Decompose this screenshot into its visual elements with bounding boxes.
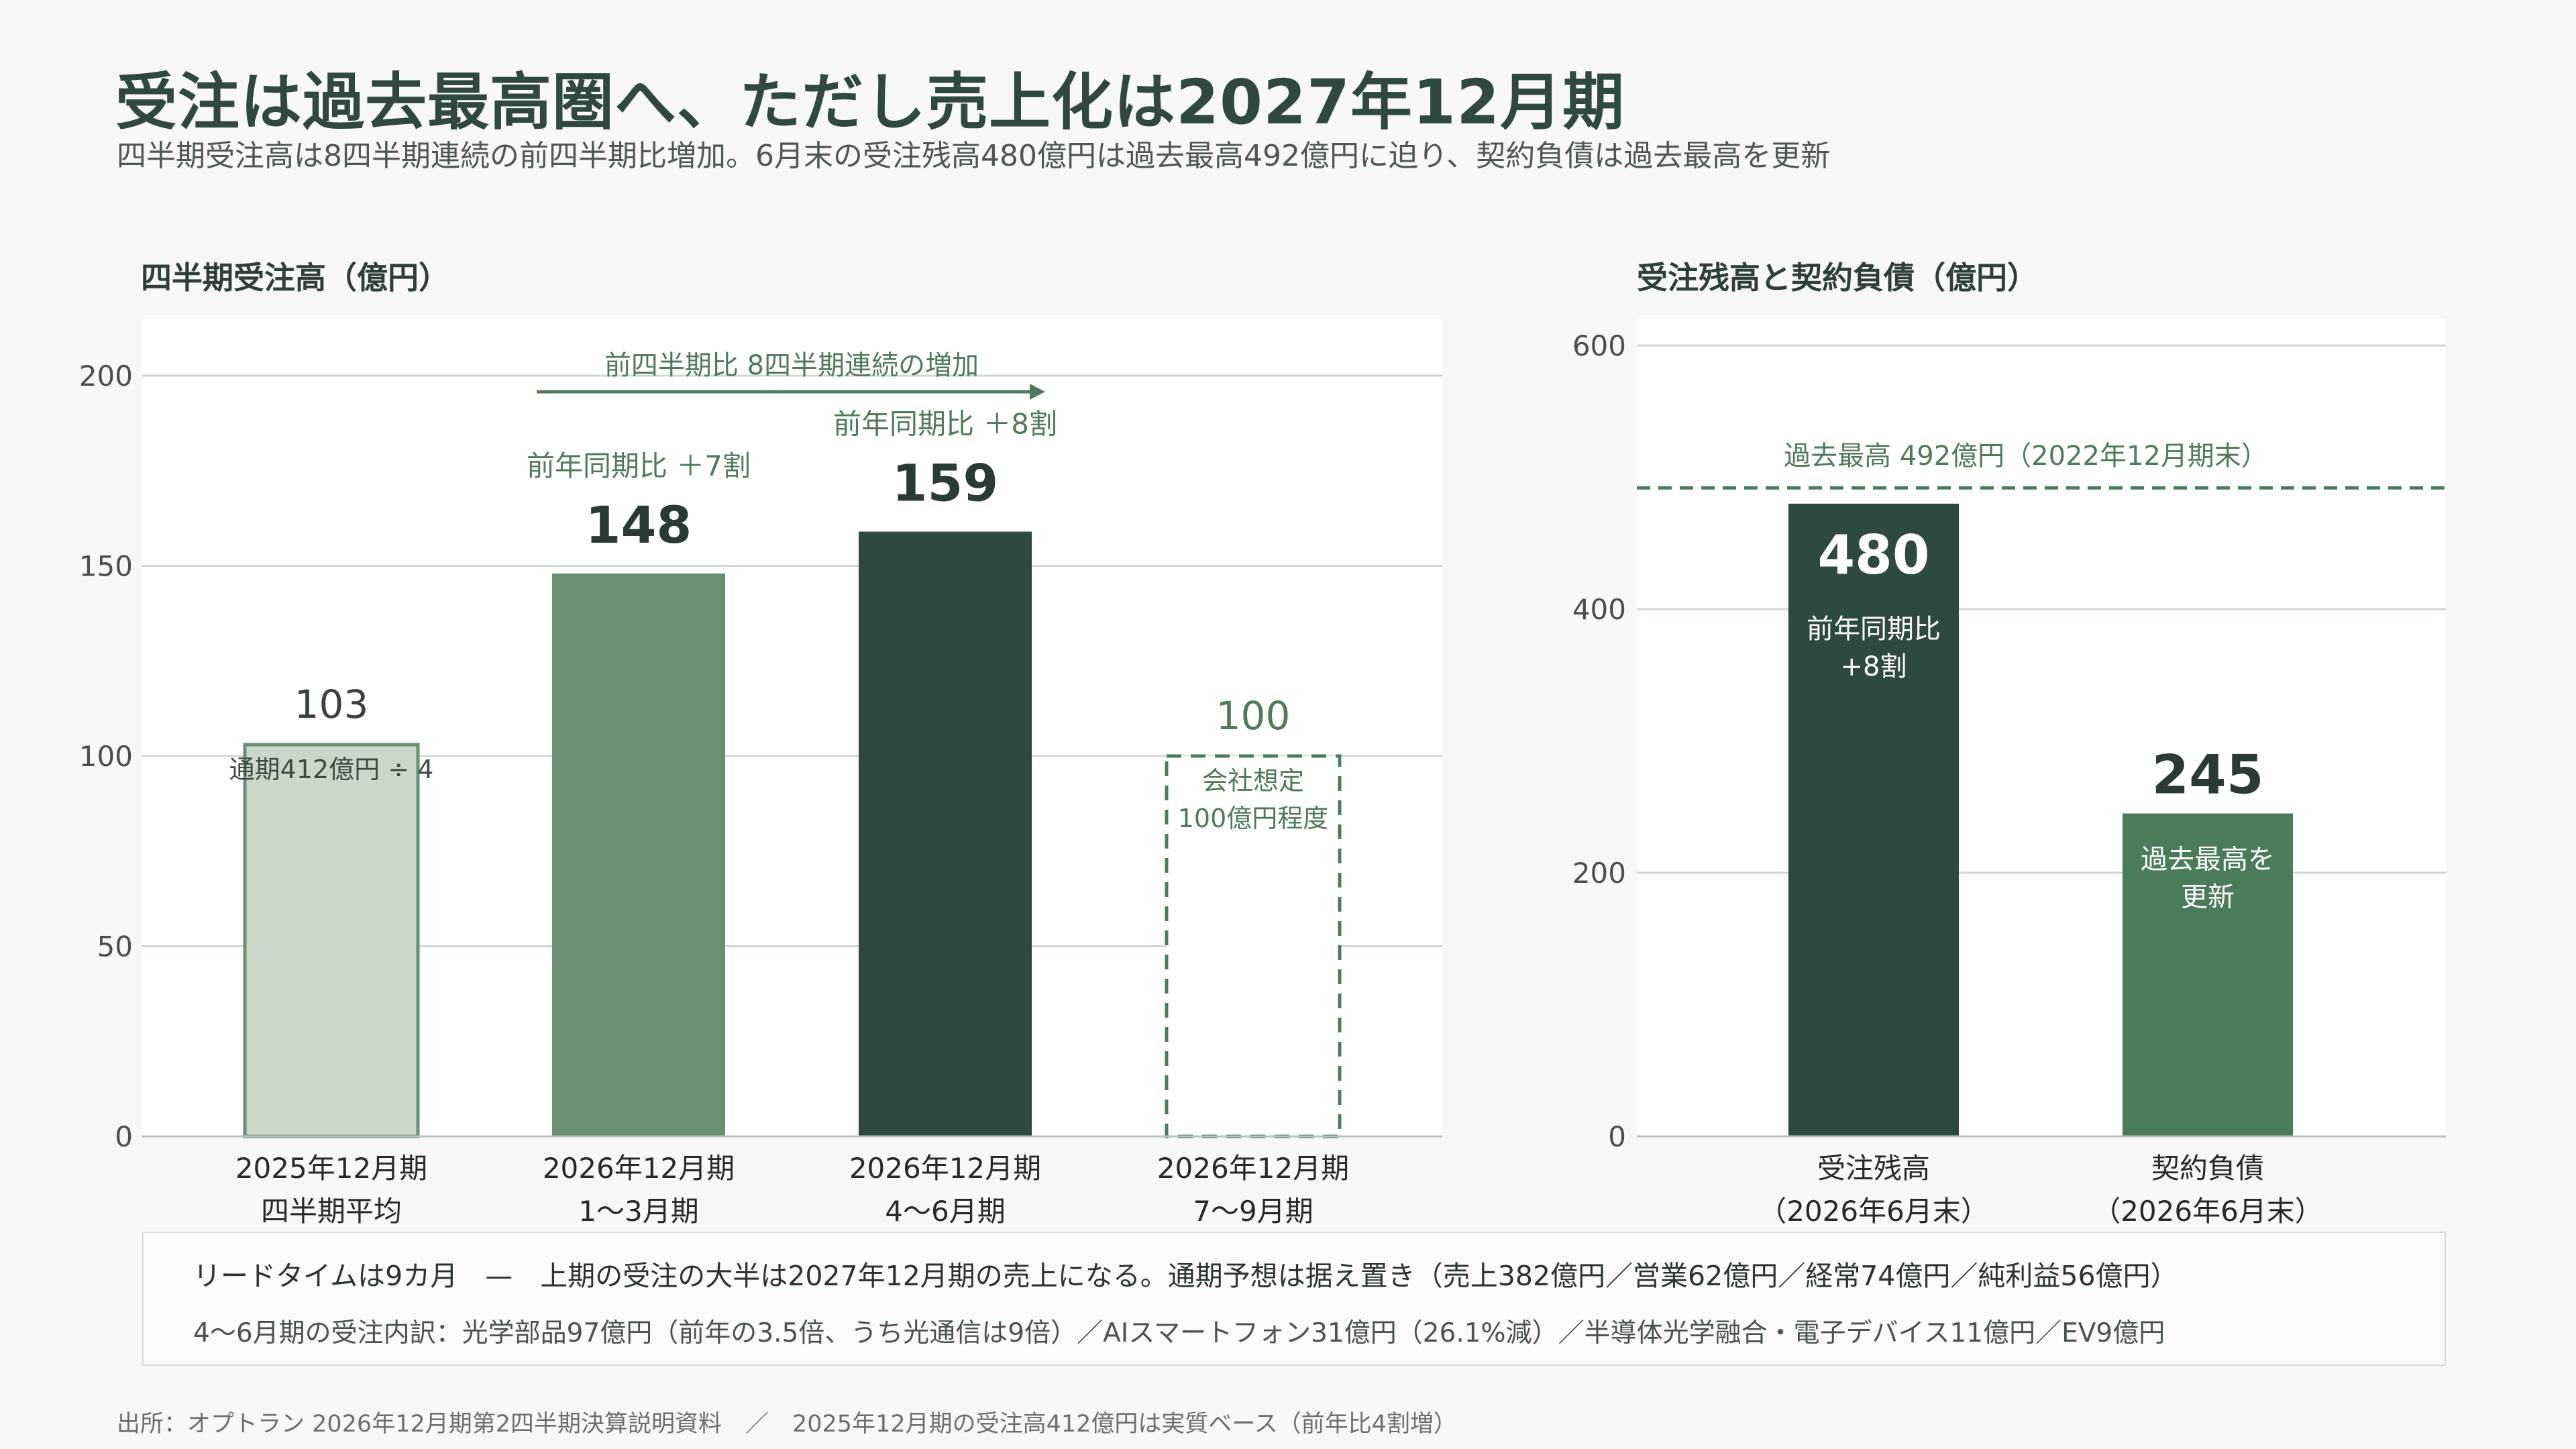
left-category-label: 4〜6月期 bbox=[885, 1195, 1005, 1228]
left-y-tick-label: 150 bbox=[79, 550, 133, 583]
right-bar-value-label: 480 bbox=[1818, 524, 1930, 586]
left-y-tick-label: 0 bbox=[115, 1120, 133, 1153]
note-lead-time: リードタイムは9カ月 — 上期の受注の大半は2027年12月期の売上になる。通期… bbox=[193, 1260, 2178, 1292]
left-bar-value-label: 100 bbox=[1216, 693, 1291, 739]
right-bar-note: 過去最高を bbox=[2141, 845, 2275, 875]
page-subtitle: 四半期受注高は8四半期連続の前四半期比増加。6月末の受注残高480億円は過去最高… bbox=[117, 139, 1831, 173]
left-chart-title: 四半期受注高（億円） bbox=[141, 260, 449, 296]
left-category-label: 2025年12月期 bbox=[235, 1152, 427, 1185]
right-category-label: 契約負債 bbox=[2151, 1152, 2264, 1185]
left-bar-value-label: 103 bbox=[294, 682, 369, 727]
right-y-tick-label: 400 bbox=[1572, 593, 1626, 626]
right-y-tick-label: 200 bbox=[1572, 857, 1626, 890]
notes-box: リードタイムは9カ月 — 上期の受注の大半は2027年12月期の売上になる。通期… bbox=[142, 1232, 2446, 1366]
right-bar-note: 更新 bbox=[2181, 882, 2235, 913]
right-category-label: 受注残高 bbox=[1817, 1152, 1930, 1185]
right-bar-note: 前年同期比 bbox=[1807, 614, 1941, 645]
left-category-label: 2026年12月期 bbox=[1157, 1152, 1349, 1185]
left-y-tick-label: 50 bbox=[97, 930, 133, 963]
left-category-label: 2026年12月期 bbox=[849, 1152, 1041, 1185]
right-y-tick-label: 0 bbox=[1608, 1120, 1626, 1153]
left-y-tick-label: 100 bbox=[79, 740, 133, 773]
left-y-tick-label: 200 bbox=[79, 360, 133, 392]
right-bar-value-label: 245 bbox=[2152, 744, 2264, 806]
right-bar-note: +8割 bbox=[1841, 651, 1907, 682]
left-bar-annotation: 前年同期比 ＋8割 bbox=[833, 407, 1057, 440]
left-category-label: 7〜9月期 bbox=[1193, 1195, 1313, 1228]
right-bar bbox=[1788, 503, 1959, 1136]
source-note: 出所：オプトラン 2026年12月期第2四半期決算説明資料 ／ 2025年12月… bbox=[117, 1411, 1457, 1438]
right-category-label: （2026年6月末） bbox=[1758, 1195, 1989, 1228]
right-category-label: （2026年6月末） bbox=[2092, 1195, 2323, 1228]
left-bar bbox=[552, 573, 725, 1136]
trend-label: 前四半期比 8四半期連続の増加 bbox=[604, 350, 979, 381]
left-bar-note: 通期412億円 ÷ 4 bbox=[229, 755, 434, 784]
left-bar bbox=[243, 743, 420, 1138]
right-chart-title: 受注残高と契約負債（億円） bbox=[1637, 260, 2038, 296]
record-reference-label: 過去最高 492億円（2022年12月期末） bbox=[1784, 441, 2268, 472]
left-category-label: 2026年12月期 bbox=[543, 1152, 735, 1185]
left-bar-note: 会社想定 bbox=[1202, 766, 1304, 796]
left-bar-note: 100億円程度 bbox=[1178, 804, 1329, 833]
right-bar bbox=[2123, 813, 2293, 1136]
left-bar bbox=[1165, 754, 1342, 1138]
trend-arrow-head bbox=[1030, 384, 1045, 400]
left-bar bbox=[859, 531, 1032, 1136]
quarterly-orders-chart: 0 50 100 150 200 前四半期比 8四半期連続の増加 103 通期412億円 ÷ … bbox=[78, 319, 2446, 1228]
page-title: 受注は過去最高圏へ、ただし売上化は2027年12月期 bbox=[115, 66, 1625, 138]
left-category-label: 1〜3月期 bbox=[578, 1195, 698, 1228]
note-order-breakdown: 4〜6月期の受注内訳：光学部品97億円（前年の3.5倍、うち光通信は9倍）／AI… bbox=[193, 1318, 2165, 1348]
left-bar-value-label: 148 bbox=[586, 495, 692, 555]
left-category-label: 四半期平均 bbox=[261, 1195, 402, 1228]
left-bar-value-label: 159 bbox=[892, 453, 999, 513]
right-y-tick-label: 600 bbox=[1572, 329, 1626, 362]
left-bar-annotation: 前年同期比 ＋7割 bbox=[527, 449, 751, 482]
right-plot-area bbox=[1637, 319, 2446, 1136]
